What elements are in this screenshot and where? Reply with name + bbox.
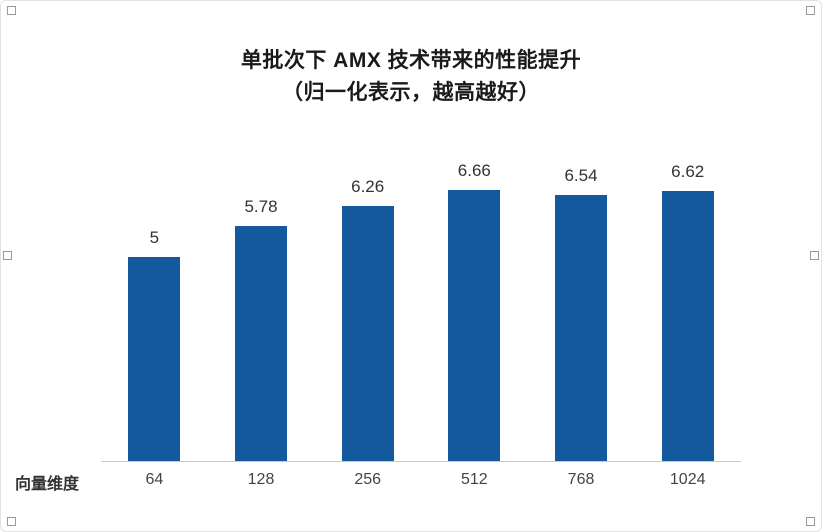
selection-handle-bottom-right[interactable] [806,517,815,526]
bar-column: 6.26 256 [314,176,422,497]
bar-value-label: 6.54 [564,165,598,185]
chart-title-line2: （归一化表示，越高越好） [282,81,540,104]
bar-zone: 5 [101,176,208,461]
selection-handle-mid-left[interactable] [3,251,12,260]
bar-value-label: 5 [149,228,160,248]
bar: 5 [128,228,181,461]
plot-area: 5 64 5.78 128 6.26 256 6.66 512 6.54 768 6.62 1024 [101,161,742,497]
bar-zone: 6.66 [421,161,528,461]
category-label: 1024 [634,461,742,497]
bar: 6.26 [341,177,394,461]
chart-title: 单批次下 AMX 技术带来的性能提升 （归一化表示，越高越好） [1,45,821,109]
bar-column: 6.54 768 [527,166,635,497]
category-label: 64 [101,461,208,497]
bar-column: 6.66 512 [421,161,528,497]
bar-value-label: 5.78 [244,196,278,216]
bar-value-label: 6.66 [457,160,491,180]
bar: 5.78 [235,197,287,461]
x-axis-title: 向量维度 [15,476,80,493]
bar-column: 5.78 128 [207,176,315,497]
bar-value-label: 6.26 [351,177,385,197]
bar-zone: 6.26 [314,176,421,461]
category-label: 128 [207,461,315,497]
bar: 6.54 [555,166,608,461]
category-label: 512 [421,461,528,497]
category-label: 256 [314,461,422,497]
bar-zone: 6.62 [634,162,741,461]
selection-handle-top-left[interactable] [7,6,16,15]
selection-handle-top-right[interactable] [806,6,815,15]
bars-area: 5 64 5.78 128 6.26 256 6.66 512 6.54 768 6.62 1024 [101,161,742,497]
selection-handle-bottom-left[interactable] [7,517,16,526]
bar: 6.62 [661,162,714,461]
selection-handle-mid-right[interactable] [810,251,819,260]
bar-column: 5 64 [101,176,208,497]
bar-zone: 6.54 [528,166,635,461]
bar-zone: 5.78 [208,176,315,461]
bar-column: 6.62 1024 [634,162,742,497]
category-label: 768 [527,461,635,497]
bar: 6.66 [448,161,501,461]
bar-value-label: 6.62 [671,162,705,182]
chart-title-line1: 单批次下 AMX 技术带来的性能提升 [240,49,582,72]
